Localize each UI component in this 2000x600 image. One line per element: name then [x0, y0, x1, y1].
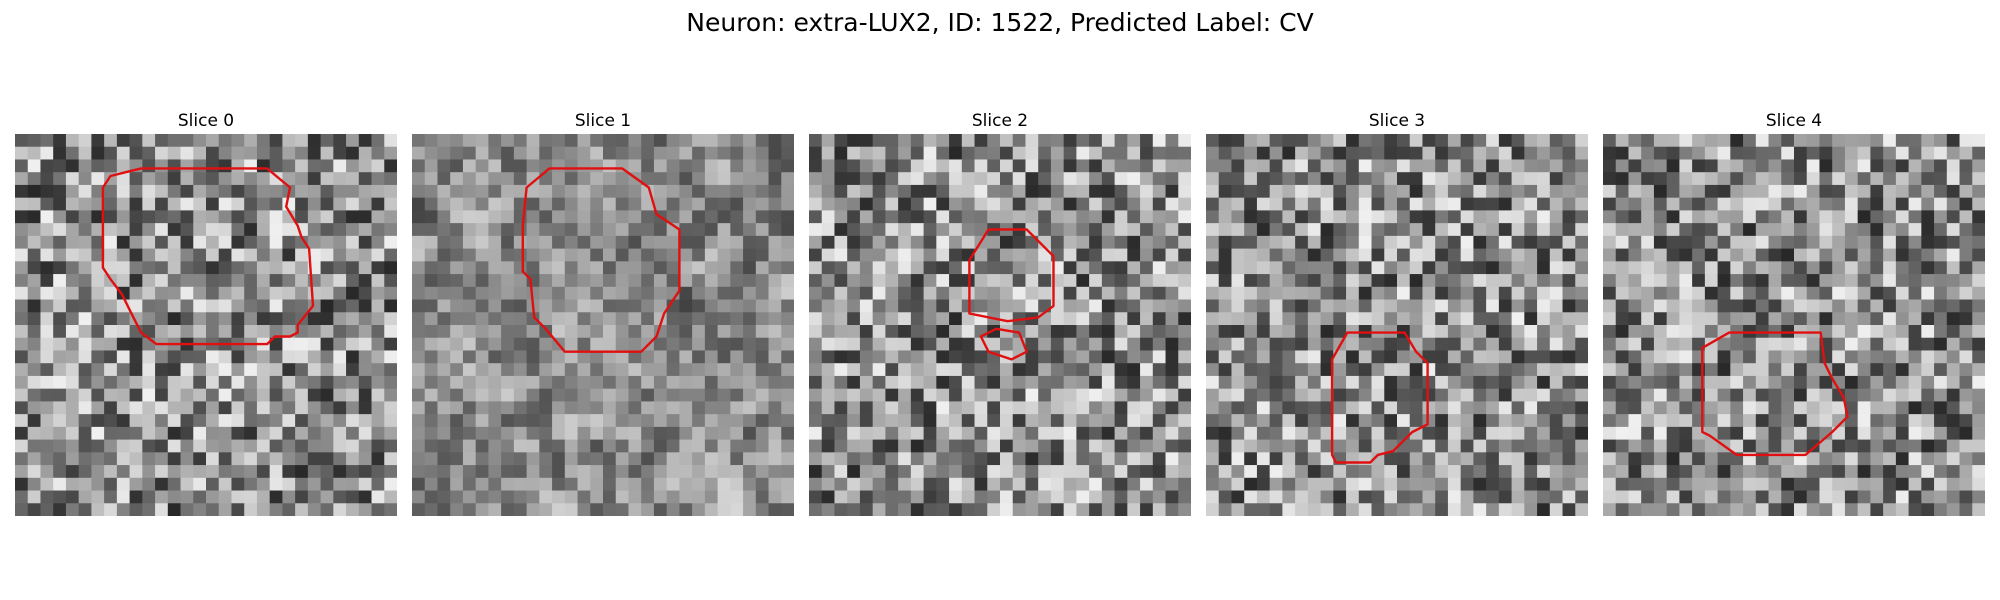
slice-image-0	[15, 134, 397, 516]
grayscale-pixels	[412, 134, 794, 516]
slice-panel-1: Slice 1	[412, 110, 794, 516]
slice-title-0: Slice 0	[177, 111, 235, 131]
roi-contour	[101, 167, 315, 346]
slice-panel-3: Slice 3	[1206, 110, 1588, 516]
slice-image-2	[809, 134, 1191, 516]
slice-image-4	[1603, 134, 1985, 516]
slice-title-4: Slice 4	[1765, 111, 1823, 131]
grayscale-pixels	[1603, 134, 1985, 516]
grayscale-pixels	[1206, 134, 1588, 516]
roi-outline	[101, 167, 315, 346]
slice-panel-2: Slice 2	[809, 110, 1191, 516]
slice-image-1	[412, 134, 794, 516]
figure-title: Neuron: extra-LUX2, ID: 1522, Predicted …	[686, 8, 1314, 37]
slice-title-3: Slice 3	[1368, 111, 1426, 131]
roi-contour	[521, 167, 681, 353]
roi-outline	[968, 228, 1055, 361]
slice-panel-4: Slice 4	[1603, 110, 1985, 516]
slice-title-2: Slice 2	[971, 111, 1029, 131]
roi-outline	[521, 167, 681, 353]
roi-outline	[1701, 331, 1849, 457]
roi-contour	[968, 228, 1055, 323]
slice-title-1: Slice 1	[574, 111, 632, 131]
slice-panel-0: Slice 0	[15, 110, 397, 516]
grayscale-pixels	[15, 134, 397, 516]
roi-contour	[979, 327, 1028, 361]
slice-image-3	[1206, 134, 1588, 516]
roi-outline	[1330, 331, 1429, 464]
roi-contour	[1701, 331, 1849, 457]
roi-contour	[1330, 331, 1429, 464]
grayscale-pixels	[809, 134, 1191, 516]
